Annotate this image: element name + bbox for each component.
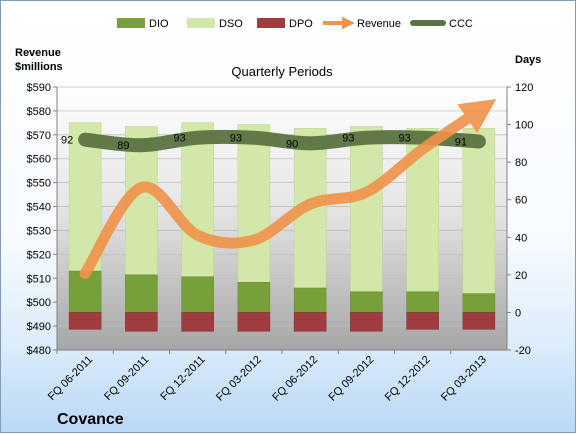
- ccc-data-label: 93: [174, 133, 186, 145]
- bar-dio: [350, 292, 382, 313]
- right-tick-label: 120: [515, 82, 533, 94]
- bar-dio: [463, 294, 495, 313]
- bar-dio: [294, 288, 326, 312]
- bar-dpo: [407, 312, 439, 329]
- bar-dpo: [350, 312, 382, 331]
- right-tick-label: 0: [515, 307, 521, 319]
- bar-dpo: [238, 312, 270, 331]
- legend-label-dio: DIO: [149, 18, 169, 30]
- ccc-data-label: 92: [61, 135, 73, 147]
- bar-dso: [238, 125, 270, 283]
- left-tick-label: $500: [27, 297, 51, 309]
- bar-dio: [238, 282, 270, 312]
- left-tick-label: $550: [27, 178, 51, 190]
- left-tick-label: $480: [27, 345, 51, 357]
- bar-dio: [407, 292, 439, 313]
- legend-label-dpo: DPO: [289, 18, 313, 30]
- bar-dio: [182, 277, 214, 313]
- legend-label-revenue: Revenue: [357, 18, 401, 30]
- bar-dso: [463, 128, 495, 293]
- left-axis-title: Revenue $millions: [15, 47, 64, 73]
- right-tick-label: 80: [515, 157, 527, 169]
- left-tick-label: $520: [27, 249, 51, 261]
- x-tick-label: FQ 03-2013: [439, 354, 489, 404]
- bar-dpo: [294, 312, 326, 331]
- left-tick-label: $510: [27, 273, 51, 285]
- legend-label-ccc: CCC: [449, 18, 473, 30]
- ccc-data-label: 89: [117, 140, 129, 152]
- bar-dio: [125, 275, 157, 313]
- right-tick-label: 100: [515, 120, 533, 132]
- ccc-data-label: 93: [342, 133, 354, 145]
- x-tick-label: FQ 06-2011: [46, 354, 95, 403]
- ccc-line: [85, 137, 479, 145]
- bar-dso: [350, 126, 382, 291]
- left-tick-label: $530: [27, 225, 51, 237]
- ccc-data-label: 90: [286, 138, 298, 150]
- ccc-data-label: 93: [399, 133, 411, 145]
- left-tick-label: $540: [27, 202, 51, 214]
- left-tick-label: $570: [27, 130, 51, 142]
- left-tick-label: $560: [27, 154, 51, 166]
- legend-label-dso: DSO: [219, 18, 243, 30]
- left-tick-label: $590: [27, 82, 51, 94]
- legend-swatch-dpo: [257, 18, 285, 28]
- ccc-data-label: 93: [230, 133, 242, 145]
- x-tick-label: FQ 12-2012: [383, 354, 433, 404]
- bar-dpo: [125, 312, 157, 331]
- left-tick-label: $490: [27, 321, 51, 333]
- x-tick-label: FQ 12-2011: [158, 354, 207, 403]
- chart-title: Quarterly Periods: [231, 64, 333, 79]
- legend-swatch-dio: [117, 18, 145, 28]
- ccc-data-label: 91: [455, 136, 467, 148]
- company-name: Covance: [57, 411, 124, 428]
- left-tick-label: $580: [27, 106, 51, 118]
- bar-dpo: [463, 312, 495, 329]
- legend-swatch-dso: [187, 18, 215, 28]
- right-axis-title: Days: [515, 54, 541, 66]
- legend: DIO DSO DPO Revenue CCC: [117, 18, 473, 30]
- x-tick-label: FQ 09-2012: [327, 354, 377, 404]
- x-tick-label: FQ 09-2011: [102, 354, 151, 403]
- bar-dpo: [182, 312, 214, 331]
- right-tick-label: 20: [515, 270, 527, 282]
- x-tick-label: FQ 03-2012: [214, 354, 264, 404]
- x-tick-label: FQ 06-2012: [270, 354, 320, 404]
- right-tick-label: 60: [515, 195, 527, 207]
- right-tick-label: 40: [515, 232, 527, 244]
- bar-dpo: [69, 312, 101, 329]
- right-tick-label: -20: [515, 345, 531, 357]
